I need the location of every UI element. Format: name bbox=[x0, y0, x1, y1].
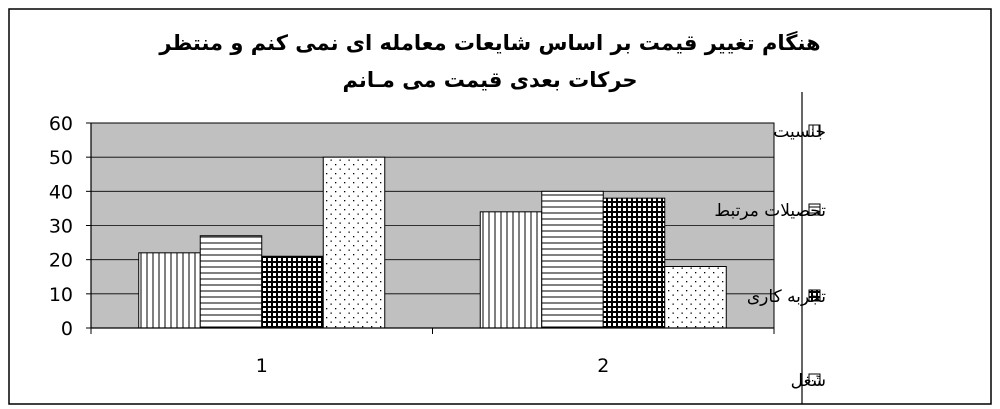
y-tick-label: 0 bbox=[61, 318, 73, 340]
legend-swatch bbox=[808, 124, 821, 137]
y-tick-label: 50 bbox=[49, 147, 73, 169]
legend: جنسيت تحصيلات مرتبط تجربه کاری شغل bbox=[714, 92, 826, 404]
legend-label: شغل bbox=[791, 371, 826, 391]
y-tick-label: 20 bbox=[49, 250, 73, 272]
bar-series-3-cat-2 bbox=[602, 197, 666, 329]
legend-label: تحصيلات مرتبط bbox=[714, 201, 826, 221]
chart-title-line-2: حرکات بعدی قيمت می مـانم bbox=[342, 68, 637, 92]
y-tick-label: 10 bbox=[49, 284, 73, 306]
x-tick-label: 2 bbox=[597, 355, 609, 377]
bar-series-2-cat-2 bbox=[541, 190, 604, 329]
bar-series-4-cat-1 bbox=[322, 156, 386, 329]
bar-series-1-cat-1 bbox=[138, 252, 201, 329]
bars bbox=[138, 156, 727, 329]
bar-series-4-cat-2 bbox=[664, 266, 727, 329]
y-tick-label: 40 bbox=[49, 181, 73, 203]
x-tick-label: 1 bbox=[256, 355, 268, 377]
chart-title-line-1: هنگام تغيير قيمت بر اساس شايعات معامله ا… bbox=[158, 30, 820, 55]
bar-series-3-cat-1 bbox=[261, 255, 324, 329]
y-axis-ticks: 0 10 20 30 40 50 60 bbox=[49, 113, 91, 340]
y-tick-label: 30 bbox=[49, 216, 73, 238]
bar-series-1-cat-2 bbox=[479, 211, 543, 329]
legend-label: تجربه کاری bbox=[747, 287, 826, 307]
legend-swatch bbox=[808, 289, 821, 302]
bar-series-2-cat-1 bbox=[199, 235, 263, 329]
legend-swatch bbox=[808, 203, 821, 216]
y-tick-label: 60 bbox=[49, 113, 73, 135]
legend-label: جنسيت bbox=[773, 122, 826, 142]
legend-swatch bbox=[808, 373, 821, 386]
